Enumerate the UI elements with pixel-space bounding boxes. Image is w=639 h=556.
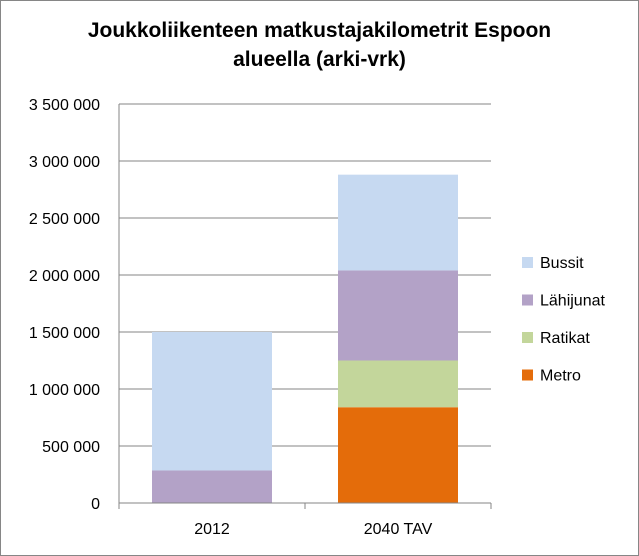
legend: Bussit Lähijunat Ratikat Metro <box>522 255 606 385</box>
bar-segment <box>338 174 458 271</box>
chart-title: Joukkoliikenteen matkustajakilometrit Es… <box>0 16 639 74</box>
chart-title-line-1: Joukkoliikenteen matkustajakilometrit Es… <box>87 19 552 42</box>
y-tick-label: 1 500 000 <box>29 325 100 342</box>
bar-segment <box>338 407 458 503</box>
legend-label: Ratikat <box>540 330 590 347</box>
y-tick-label: 2 500 000 <box>29 211 100 228</box>
y-tick-label: 3 000 000 <box>29 154 100 171</box>
bar-segment <box>152 470 272 503</box>
legend-swatch <box>522 294 533 306</box>
legend-swatch <box>522 332 533 343</box>
legend-label: Metro <box>540 368 581 385</box>
bar-segment <box>338 360 458 408</box>
bars <box>152 174 458 503</box>
y-axis-tick-labels: 0 500 000 1 000 000 1 500 000 2 000 000 2 500… <box>29 97 100 513</box>
y-tick-label: 1 000 000 <box>29 382 100 399</box>
y-tick-label: 3 500 000 <box>29 97 100 114</box>
x-category-label: 2012 <box>194 521 230 538</box>
legend-swatch <box>522 257 533 268</box>
x-category-label: 2040 TAV <box>364 521 433 538</box>
legend-swatch <box>522 369 533 381</box>
bar-segment <box>338 270 458 361</box>
legend-label: Lähijunat <box>540 293 606 310</box>
y-tick-label: 500 000 <box>42 439 100 456</box>
bar-segment <box>152 332 272 471</box>
x-axis-category-labels: 2012 2040 TAV <box>194 521 432 538</box>
y-tick-label: 0 <box>91 496 100 513</box>
y-tick-label: 2 000 000 <box>29 268 100 285</box>
legend-label: Bussit <box>540 255 584 272</box>
chart-title-line-2: alueella (arki-vrk) <box>233 48 406 71</box>
axes <box>118 104 492 509</box>
